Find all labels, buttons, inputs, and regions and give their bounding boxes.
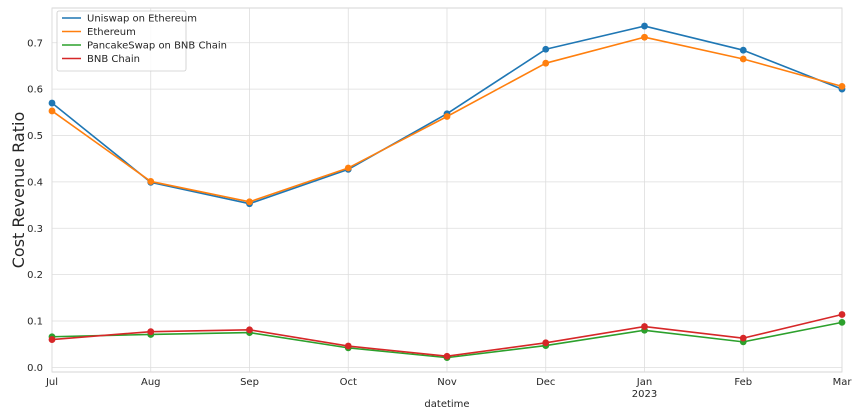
x-tick-label: Nov — [437, 377, 457, 388]
y-tick-label: 0.7 — [27, 38, 43, 49]
y-axis-label: Cost Revenue Ratio — [9, 112, 28, 269]
data-point — [48, 107, 56, 115]
data-point — [641, 22, 648, 30]
legend-label: Ethereum — [87, 27, 136, 38]
x-tick-label: Oct — [340, 377, 357, 388]
data-point — [542, 339, 550, 347]
y-tick-label: 0.5 — [27, 131, 43, 142]
y-tick-label: 0.2 — [27, 270, 43, 281]
axes: 0.0 0.1 0.2 0.3 0.4 0.5 0.6 0.7 Jul Aug Sep Oct Nov D… — [9, 38, 852, 410]
data-point — [641, 323, 648, 330]
data-point — [344, 164, 352, 172]
x-tick-label: Dec — [536, 377, 555, 388]
x-tick-label: Jul — [45, 377, 58, 388]
legend-label: Uniswap on Ethereum — [87, 14, 197, 25]
data-point — [48, 336, 56, 343]
x-tick-label: Jan — [636, 377, 652, 388]
data-point — [147, 328, 155, 336]
data-point — [838, 82, 846, 90]
data-point — [344, 342, 352, 350]
x-tick-label: Mar — [833, 377, 853, 388]
y-tick-label: 0.0 — [27, 363, 43, 374]
y-tick-label: 0.6 — [27, 85, 43, 96]
x-tick-label: Sep — [240, 377, 259, 388]
data-point — [246, 326, 253, 334]
y-tick-label: 0.3 — [27, 224, 43, 235]
data-point — [48, 99, 56, 107]
data-point — [739, 55, 747, 63]
data-point — [641, 33, 648, 41]
x-tick-label: Feb — [734, 377, 752, 388]
legend: Uniswap on Ethereum Ethereum PancakeSwap o… — [56, 10, 227, 72]
legend-label: BNB Chain — [87, 54, 140, 65]
data-point — [739, 46, 747, 54]
x-tick-sublabel: 2023 — [632, 389, 657, 400]
series-2 — [48, 33, 846, 206]
x-axis-label: datetime — [424, 399, 469, 410]
y-tick-label: 0.4 — [27, 177, 43, 188]
data-point — [838, 311, 846, 318]
series-4 — [48, 311, 846, 360]
data-point — [147, 178, 155, 185]
x-tick-label: Aug — [141, 377, 161, 388]
data-point — [838, 318, 846, 326]
data-point — [443, 113, 451, 120]
legend-label: PancakeSwap on BNB Chain — [87, 41, 227, 52]
data-point — [246, 198, 253, 206]
data-point — [739, 334, 747, 342]
legend-box — [56, 10, 187, 72]
data-point — [542, 59, 550, 67]
series-group — [48, 22, 846, 362]
data-point — [542, 45, 550, 53]
data-point — [443, 352, 451, 360]
y-tick-label: 0.1 — [27, 316, 43, 327]
